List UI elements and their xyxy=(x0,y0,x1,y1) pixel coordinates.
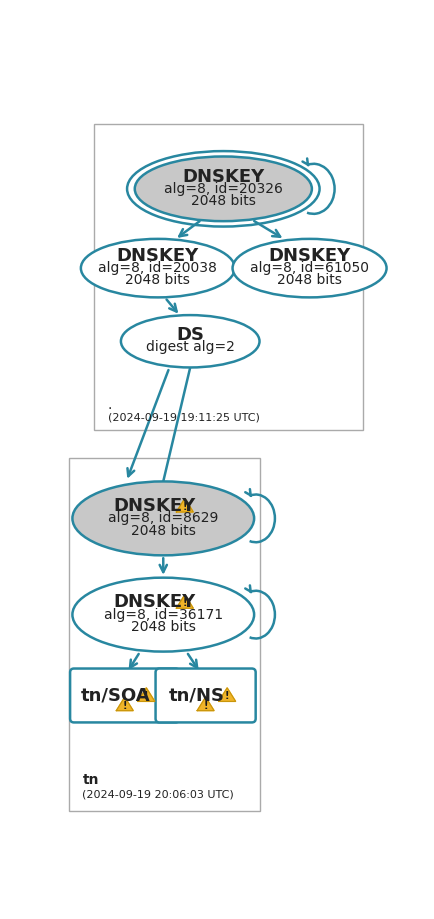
Text: alg=8, id=61050: alg=8, id=61050 xyxy=(250,261,368,275)
Text: tn/SOA: tn/SOA xyxy=(81,686,150,705)
Polygon shape xyxy=(116,698,133,710)
Bar xyxy=(69,459,259,811)
Ellipse shape xyxy=(135,156,311,221)
Text: alg=8, id=20326: alg=8, id=20326 xyxy=(164,182,282,196)
Ellipse shape xyxy=(72,482,253,555)
Text: 2048 bits: 2048 bits xyxy=(131,620,195,634)
FancyBboxPatch shape xyxy=(70,668,179,722)
Text: !: ! xyxy=(224,691,229,701)
Text: (2024-09-19 19:11:25 UTC): (2024-09-19 19:11:25 UTC) xyxy=(108,413,259,423)
Text: DNSKEY: DNSKEY xyxy=(182,167,264,186)
Text: DNSKEY: DNSKEY xyxy=(113,594,195,611)
Text: .: . xyxy=(108,398,112,412)
Text: alg=8, id=20038: alg=8, id=20038 xyxy=(98,261,217,275)
Text: !: ! xyxy=(144,691,148,701)
Text: (2024-09-19 20:06:03 UTC): (2024-09-19 20:06:03 UTC) xyxy=(82,789,233,800)
Polygon shape xyxy=(138,687,155,701)
Polygon shape xyxy=(197,698,214,710)
Text: DS: DS xyxy=(176,326,204,344)
Text: !: ! xyxy=(182,502,187,512)
Text: 2048 bits: 2048 bits xyxy=(131,524,195,538)
Text: alg=8, id=36171: alg=8, id=36171 xyxy=(103,607,222,621)
Polygon shape xyxy=(176,595,193,608)
Text: tn/NS: tn/NS xyxy=(168,686,224,705)
Text: alg=8, id=8629: alg=8, id=8629 xyxy=(108,511,218,526)
Text: 2048 bits: 2048 bits xyxy=(191,194,255,208)
Ellipse shape xyxy=(232,239,386,298)
Text: digest alg=2: digest alg=2 xyxy=(145,340,234,355)
Text: !: ! xyxy=(122,700,127,710)
Bar xyxy=(94,124,363,430)
Text: 2048 bits: 2048 bits xyxy=(276,274,341,288)
Text: 2048 bits: 2048 bits xyxy=(125,274,190,288)
Text: tn: tn xyxy=(82,773,99,787)
Polygon shape xyxy=(218,687,235,701)
Text: DNSKEY: DNSKEY xyxy=(116,247,198,265)
Text: !: ! xyxy=(203,700,207,710)
FancyBboxPatch shape xyxy=(155,668,255,722)
Polygon shape xyxy=(176,498,193,512)
Text: DNSKEY: DNSKEY xyxy=(268,247,350,265)
Ellipse shape xyxy=(81,239,234,298)
Ellipse shape xyxy=(121,315,259,368)
Ellipse shape xyxy=(72,578,253,652)
Text: !: ! xyxy=(182,598,187,608)
Text: DNSKEY: DNSKEY xyxy=(113,497,195,515)
